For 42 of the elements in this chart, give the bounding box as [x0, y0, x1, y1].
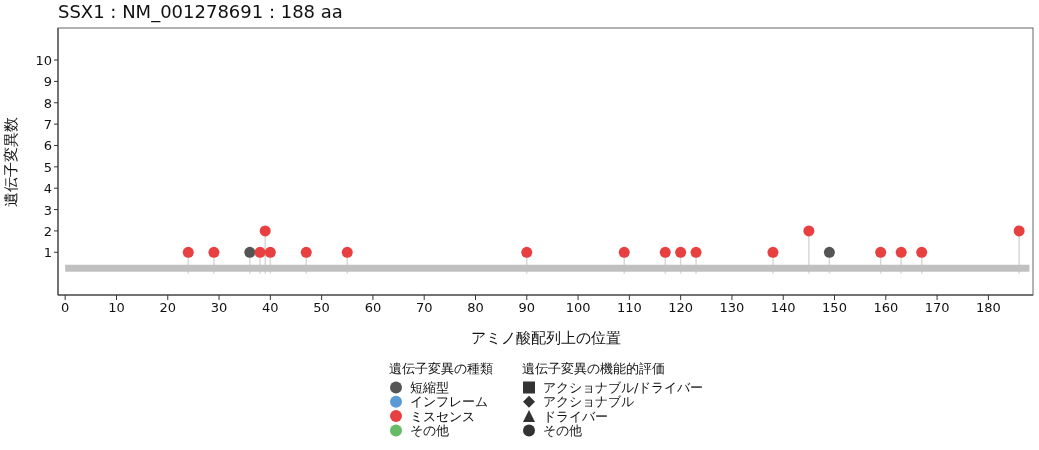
x-tick-label: 100: [565, 300, 591, 315]
x-tick-label: 110: [616, 300, 642, 315]
x-tick-label: 60: [364, 300, 382, 315]
y-tick-label: 2: [43, 223, 52, 239]
legend-label: その他: [543, 422, 582, 438]
legend-label: その他: [410, 422, 449, 438]
text: 遺伝子変異の機能的評価: [522, 361, 665, 376]
legend-label: 短縮型: [410, 380, 449, 395]
x-tick-label: 10: [108, 300, 125, 315]
legend-label: アクショナブル/ドライバー: [543, 380, 704, 395]
x-tick-label: 70: [415, 300, 433, 315]
y-tick-label: 1: [43, 245, 52, 261]
y-tick-label: 8: [43, 95, 52, 111]
x-tick-label: 130: [719, 300, 745, 315]
y-tick-label: 5: [43, 159, 52, 175]
x-tick-label: 0: [61, 300, 70, 315]
y-tick-label: 6: [43, 138, 52, 154]
x-tick-label: 90: [518, 300, 536, 315]
x-tick-label: 180: [975, 300, 1001, 315]
x-tick-label: 50: [313, 300, 330, 315]
x-tick-label: 20: [159, 300, 177, 315]
x-tick-label: 170: [924, 300, 950, 315]
x-tick-label: 140: [770, 300, 796, 315]
x-tick-label: 30: [210, 300, 228, 315]
legend-label: アクショナブル: [543, 394, 634, 410]
legend-label: インフレーム: [410, 394, 488, 410]
x-tick-label: 160: [873, 300, 899, 315]
x-tick-label: 80: [467, 300, 484, 315]
x-axis-title: アミノ酸配列上の位置: [470, 329, 621, 347]
y-tick-label: 7: [43, 117, 52, 133]
x-tick-label: 150: [822, 300, 847, 315]
legend-label: ドライバー: [543, 408, 608, 424]
legend-title: 遺伝子変異の種類: [389, 361, 493, 376]
chart-title: SSX1 : NM_001278691 : 188 aa: [58, 1, 343, 23]
x-tick-label: 40: [262, 300, 279, 315]
y-tick-label: 3: [43, 202, 52, 218]
y-tick-label: 10: [35, 53, 52, 69]
x-tick-label: 120: [668, 300, 694, 315]
y-tick-label: 9: [43, 74, 52, 90]
y-axis-title: 遺伝子変異数: [2, 116, 20, 207]
y-tick-label: 4: [43, 181, 52, 197]
legend-label: ミスセンス: [410, 408, 475, 424]
